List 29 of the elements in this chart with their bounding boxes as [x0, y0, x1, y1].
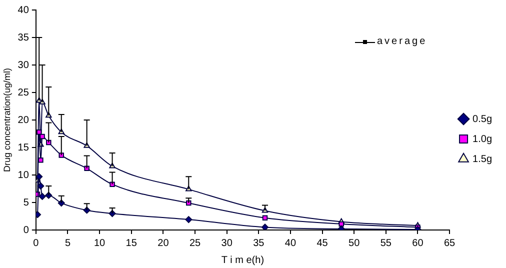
legend-label: 0.5g [472, 114, 492, 125]
y-tick-label: 25 [18, 87, 30, 98]
y-tick-label: 10 [18, 170, 30, 181]
y-tick-label: 30 [18, 60, 30, 71]
y-tick-label: 20 [18, 114, 30, 126]
y-axis-title: Drug concentration(ug/ml) [2, 68, 12, 172]
y-tick-label: 5 [23, 197, 30, 208]
x-tick-label: 15 [126, 238, 138, 249]
annotation: average [377, 36, 428, 47]
x-tick-label: 0 [33, 238, 40, 249]
x-tick-label: 50 [348, 238, 360, 249]
x-tick-label: 20 [158, 238, 170, 249]
legend-label: 1.5g [472, 154, 492, 165]
x-tick-label: 10 [94, 238, 106, 249]
x-tick-label: 25 [189, 238, 202, 249]
x-tick-label: 45 [316, 238, 328, 249]
y-tick-label: 35 [18, 32, 30, 44]
x-axis-title: T i m e(h) [221, 254, 264, 266]
x-tick-label: 40 [284, 238, 296, 249]
legend-label: 1.0g [472, 134, 492, 145]
x-tick-label: 55 [380, 238, 392, 249]
x-tick-label: 35 [253, 238, 265, 249]
x-tick-label: 30 [221, 238, 233, 249]
y-tick-label: 0 [23, 224, 30, 236]
y-tick-label: 40 [18, 4, 30, 16]
x-tick-label: 5 [64, 238, 71, 249]
x-tick-label: 60 [412, 238, 424, 249]
x-tick-label: 65 [444, 238, 456, 249]
y-tick-label: 15 [18, 142, 30, 154]
